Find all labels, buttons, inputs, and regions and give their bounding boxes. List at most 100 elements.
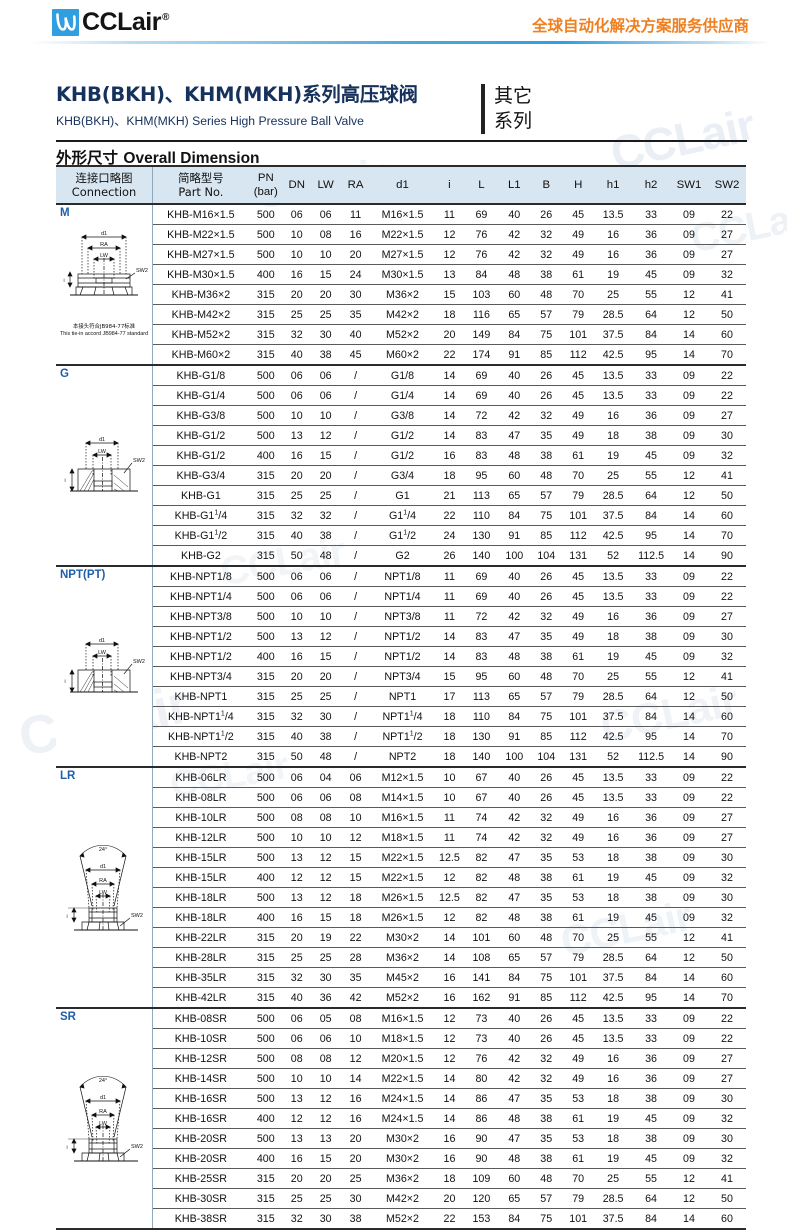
cell-sw1: 09 [670,425,708,446]
cell-sw2: 22 [707,1028,746,1049]
cell-l: 116 [464,304,499,325]
cell-i: 22 [434,344,465,366]
cell-lw: 19 [310,927,341,948]
cell-i: 12.5 [434,847,465,868]
col-header-d1: d1 [370,165,435,205]
table-row: KHB-M60×2 315 40 38 45 M60×2 22 174 91 85 112 42.5 9… [56,344,746,366]
cell-ra: 16 [340,1088,371,1109]
cell-part-no: KHB-18LR [152,887,249,908]
title-divider [56,140,747,142]
cell-dn: 13 [282,1128,311,1149]
cell-l: 174 [464,344,499,366]
cell-lw: 10 [310,1068,341,1089]
svg-text:SW2: SW2 [133,458,145,464]
cell-part-no: KHB-NPT1/8 [152,566,249,587]
cell-h1: 13.5 [594,204,633,225]
cell-l: 72 [464,405,499,426]
cell-ra: 12 [340,1048,371,1069]
cell-lw: 25 [310,947,341,968]
cell-lw: 08 [310,1048,341,1069]
table-row: KHB-NPT2 315 50 48/NPT2 18 140 100 104 131 52 112.… [56,746,746,768]
cell-lw: 12 [310,1088,341,1109]
cell-h1: 25 [594,666,633,687]
cell-part-no: KHB-28LR [152,947,249,968]
cell-l: 82 [464,867,499,888]
cell-dn: 32 [282,324,311,345]
cell-b: 38 [530,867,563,888]
cell-b: 48 [530,284,563,305]
cell-d1: M60×2 [370,344,435,366]
cell-l1: 65 [498,947,531,968]
cell-i: 15 [434,666,465,687]
cell-part-no: KHB-NPT2 [152,746,249,768]
cell-h1: 18 [594,1128,633,1149]
table-row: KHB-16SR 500 13 12 16 M24×1.5 14 86 47 35 53 18 38 09… [56,1088,746,1109]
cell-h: 61 [562,445,595,466]
svg-text:24°: 24° [99,847,107,853]
table-row: KHB-10SR 500 06 06 10 M18×1.5 12 73 40 26 45 13.5 33… [56,1028,746,1049]
cell-h1: 42.5 [594,344,633,366]
cell-ra: / [340,525,371,546]
cell-d1: M42×2 [370,1188,435,1209]
cell-lw: 10 [310,606,341,627]
cell-d1: NPT11/4 [370,706,435,727]
cell-h: 49 [562,425,595,446]
cell-sw2: 30 [707,847,746,868]
cell-b: 38 [530,1108,563,1129]
cell-h1: 19 [594,445,633,466]
overall-dimension-table: 连接口略图 Connection 简略型号 Part No. PN (bar) … [56,165,746,1230]
cell-ra: / [340,746,371,768]
cell-l: 83 [464,646,499,667]
cell-l: 80 [464,1068,499,1089]
cell-part-no: KHB-06LR [152,767,249,788]
cell-l1: 65 [498,304,531,325]
cell-sw1: 14 [670,1208,708,1230]
cell-d1: G1/2 [370,425,435,446]
cell-lw: 20 [310,1168,341,1189]
cell-pn: 315 [248,505,283,526]
cell-b: 57 [530,686,563,707]
cell-i: 12 [434,907,465,928]
cell-part-no: KHB-NPT1 [152,686,249,707]
cell-b: 35 [530,1128,563,1149]
cell-h1: 25 [594,284,633,305]
cell-h: 49 [562,224,595,245]
cell-sw1: 09 [670,405,708,426]
cell-pn: 500 [248,244,283,265]
cell-l: 72 [464,606,499,627]
cell-h2: 38 [632,1088,671,1109]
cell-part-no: KHB-20SR [152,1148,249,1169]
cell-h2: 55 [632,927,671,948]
cell-h2: 64 [632,686,671,707]
cell-b: 75 [530,967,563,988]
cell-pn: 500 [248,425,283,446]
cell-lw: 48 [310,545,341,567]
cell-part-no: KHB-M30×1.5 [152,264,249,285]
cell-l1: 42 [498,606,531,627]
cell-h1: 19 [594,264,633,285]
cell-dn: 50 [282,746,311,768]
cell-sw2: 22 [707,586,746,607]
cell-d1: NPT11/2 [370,726,435,747]
connection-type-label: LR [60,770,76,782]
cell-l1: 42 [498,827,531,848]
cell-l: 109 [464,1168,499,1189]
cell-sw1: 09 [670,646,708,667]
cell-sw2: 70 [707,726,746,747]
cell-h: 49 [562,1068,595,1089]
cell-part-no: KHB-NPT1/4 [152,586,249,607]
cell-part-no: KHB-30SR [152,1188,249,1209]
svg-text:SW2: SW2 [131,1144,143,1150]
cell-sw1: 09 [670,264,708,285]
cell-h1: 37.5 [594,505,633,526]
cell-part-no: KHB-42LR [152,987,249,1009]
cell-h1: 18 [594,847,633,868]
brand-name: CCLair® [82,7,169,36]
cell-i: 21 [434,485,465,506]
cell-i: 12 [434,1048,465,1069]
cell-sw1: 09 [670,867,708,888]
cell-sw1: 14 [670,324,708,345]
svg-text:d1: d1 [99,437,105,443]
cell-i: 16 [434,1128,465,1149]
cell-pn: 315 [248,726,283,747]
